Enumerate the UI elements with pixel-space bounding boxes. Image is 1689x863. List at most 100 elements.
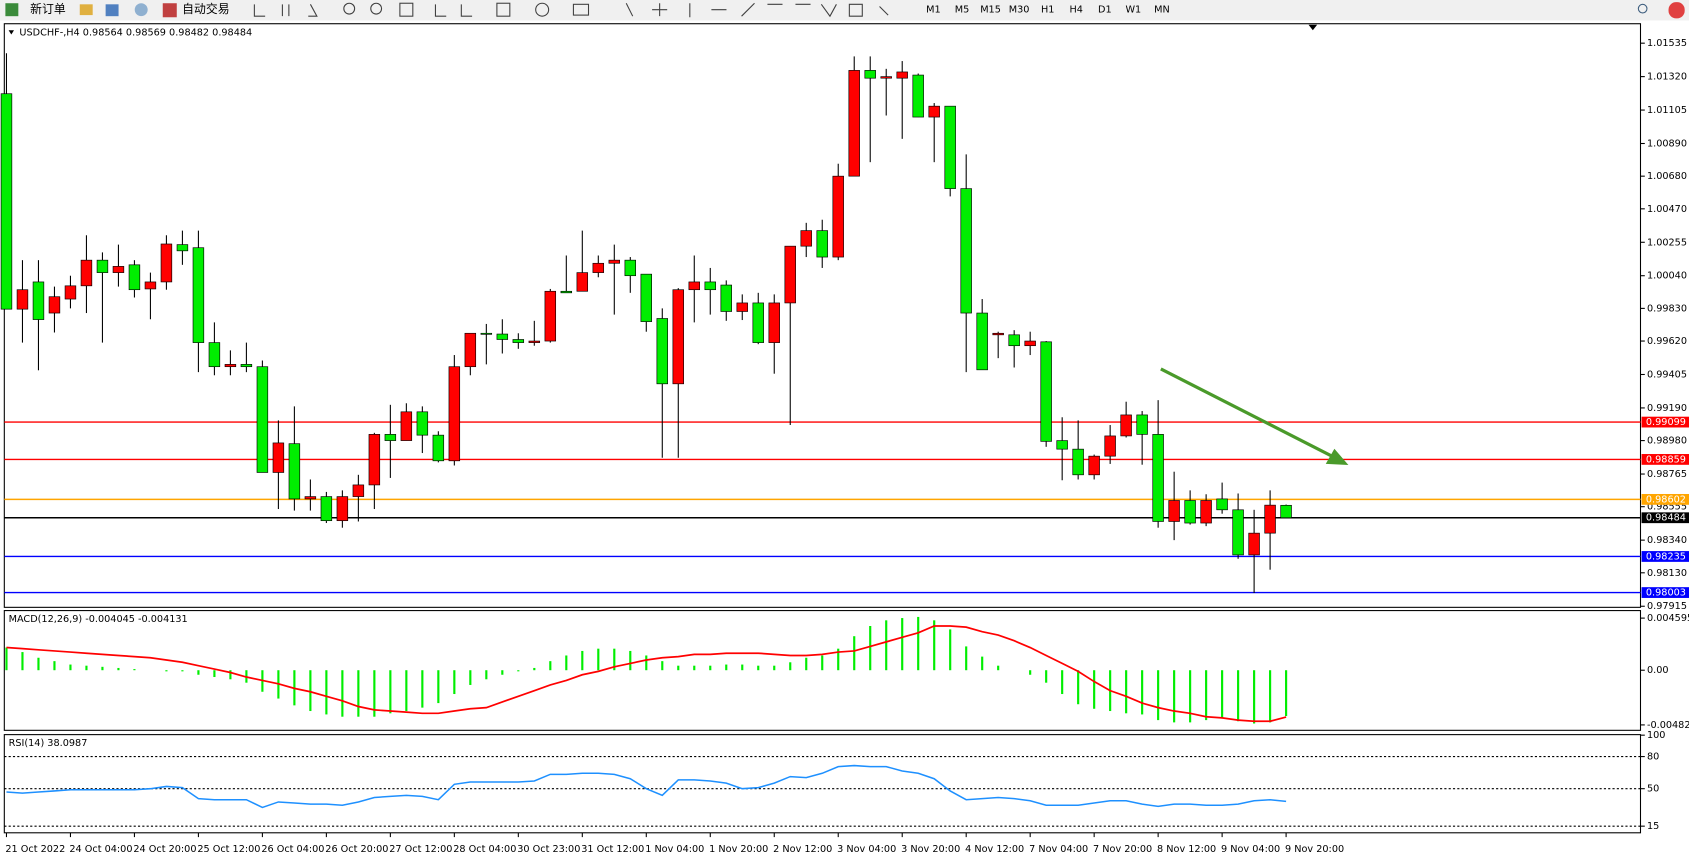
tool-icon[interactable]	[79, 4, 93, 16]
candle-body	[336, 496, 349, 522]
timeframe-button[interactable]: D1	[1098, 5, 1112, 16]
candle-body	[768, 302, 780, 343]
shift-marker	[1308, 24, 1318, 31]
menu-triangle[interactable]	[8, 30, 15, 35]
tool-icons[interactable]	[253, 2, 889, 18]
y-tick-label: 50	[1647, 784, 1659, 795]
rsi-title: RSI(14) 38.0987	[9, 738, 88, 749]
y-tick-label: 0.99830	[1647, 303, 1687, 314]
candle-body	[1200, 500, 1212, 524]
price-level-tag	[1641, 551, 1689, 562]
alert-icon[interactable]	[1668, 2, 1685, 19]
timeframe-button[interactable]: M15	[980, 5, 1001, 16]
price-level-tag	[1641, 454, 1689, 465]
x-tick-label: 3 Nov 20:00	[901, 844, 960, 855]
candle-body	[784, 245, 796, 304]
candle-body	[240, 364, 253, 368]
candle-body	[1056, 440, 1068, 450]
candle-body	[0, 93, 13, 310]
candle-body	[1088, 455, 1100, 476]
candle-body	[512, 339, 525, 343]
candle-body	[192, 247, 205, 343]
search-icon[interactable]	[1637, 3, 1648, 14]
timeframe-button[interactable]: MN	[1154, 5, 1170, 16]
x-tick-label: 21 Oct 2022	[5, 844, 65, 855]
signal-line	[6, 625, 1287, 723]
candle-body	[1168, 500, 1180, 522]
candle-body	[112, 266, 125, 273]
y-tick-label: 1.00890	[1647, 138, 1687, 149]
candle-body	[1232, 509, 1244, 556]
candle-body	[304, 496, 317, 500]
candle-body	[640, 273, 652, 322]
candle-body	[528, 340, 541, 343]
y-tick-label: 0.98765	[1647, 469, 1687, 480]
candle-body	[48, 296, 61, 314]
candle-body	[960, 188, 972, 314]
x-tick-label: 9 Nov 20:00	[1285, 844, 1344, 855]
candle-body	[896, 71, 908, 79]
candle-body	[688, 281, 700, 291]
timeframe-button[interactable]: W1	[1125, 5, 1141, 16]
x-tick-label: 24 Oct 20:00	[133, 844, 196, 855]
candle-body	[1248, 532, 1260, 556]
y-tick-label: 15	[1647, 821, 1659, 832]
candle-body	[416, 411, 429, 436]
candle-body	[384, 434, 397, 441]
candle-body	[656, 318, 668, 385]
candle-body	[96, 259, 109, 273]
candle-body	[272, 442, 285, 473]
y-tick-label: 0.99190	[1647, 403, 1687, 414]
candle-body	[544, 290, 557, 342]
timeframe-button[interactable]: H1	[1041, 5, 1054, 16]
y-tick-label: 0.97915	[1647, 601, 1687, 612]
candle-body	[1072, 448, 1084, 476]
candle-body	[800, 230, 812, 247]
y-tick-label: 80	[1647, 752, 1659, 763]
x-tick-label: 8 Nov 12:00	[1157, 844, 1216, 855]
candle-body	[832, 175, 844, 258]
y-tick-label: 100	[1647, 730, 1665, 741]
x-tick-label: 3 Nov 04:00	[837, 844, 896, 855]
tool-icon[interactable]	[134, 3, 148, 17]
candle-body	[1104, 435, 1116, 457]
timeframe-button[interactable]: H4	[1070, 5, 1083, 16]
y-tick-label: 1.00255	[1647, 237, 1687, 248]
y-tick-label: 0.99620	[1647, 336, 1687, 347]
candle-body	[496, 333, 509, 340]
y-tick-label: 1.00470	[1647, 204, 1687, 215]
candle-body	[160, 243, 173, 283]
candle-body	[1152, 434, 1164, 522]
main-panel	[3, 23, 1642, 608]
rsi-panel	[3, 734, 1642, 834]
tool-icon[interactable]	[105, 4, 119, 17]
candle-body	[1216, 498, 1228, 511]
x-tick-label: 7 Nov 04:00	[1029, 844, 1088, 855]
timeframe-button[interactable]: M1	[926, 5, 941, 16]
candle-body	[464, 332, 477, 368]
price-level-tag	[1641, 587, 1689, 598]
price-level-label: 0.99099	[1646, 417, 1686, 428]
candle-body	[256, 366, 269, 473]
auto-trading[interactable]: 自动交易	[182, 2, 229, 16]
new-order-icon[interactable]	[5, 3, 19, 17]
x-tick-label: 2 Nov 12:00	[773, 844, 832, 855]
price-level-label: 0.98859	[1646, 454, 1686, 465]
new-order[interactable]: 新订单	[30, 2, 66, 16]
timeframe-button[interactable]: M5	[955, 5, 970, 16]
candle-body	[1008, 334, 1020, 347]
y-tick-label: 0.004595	[1647, 613, 1689, 624]
auto-trading-icon[interactable]	[162, 3, 177, 18]
candle-body	[224, 364, 237, 368]
candle-body	[1280, 504, 1292, 519]
x-tick-label: 9 Nov 04:00	[1221, 844, 1280, 855]
candle-body	[976, 312, 988, 371]
timeframe-button[interactable]: M30	[1009, 5, 1030, 16]
x-tick-label: 25 Oct 12:00	[197, 844, 260, 855]
toolbar: 新订单 自动交易 M1 M5 M15 M30 H1 H4 D1 W1 MN	[0, 0, 1689, 21]
candle-body	[880, 76, 892, 79]
candle-body	[368, 434, 381, 486]
x-tick-label: 4 Nov 12:00	[965, 844, 1024, 855]
x-tick-label: 30 Oct 23:00	[517, 844, 580, 855]
candle-body	[720, 284, 732, 312]
